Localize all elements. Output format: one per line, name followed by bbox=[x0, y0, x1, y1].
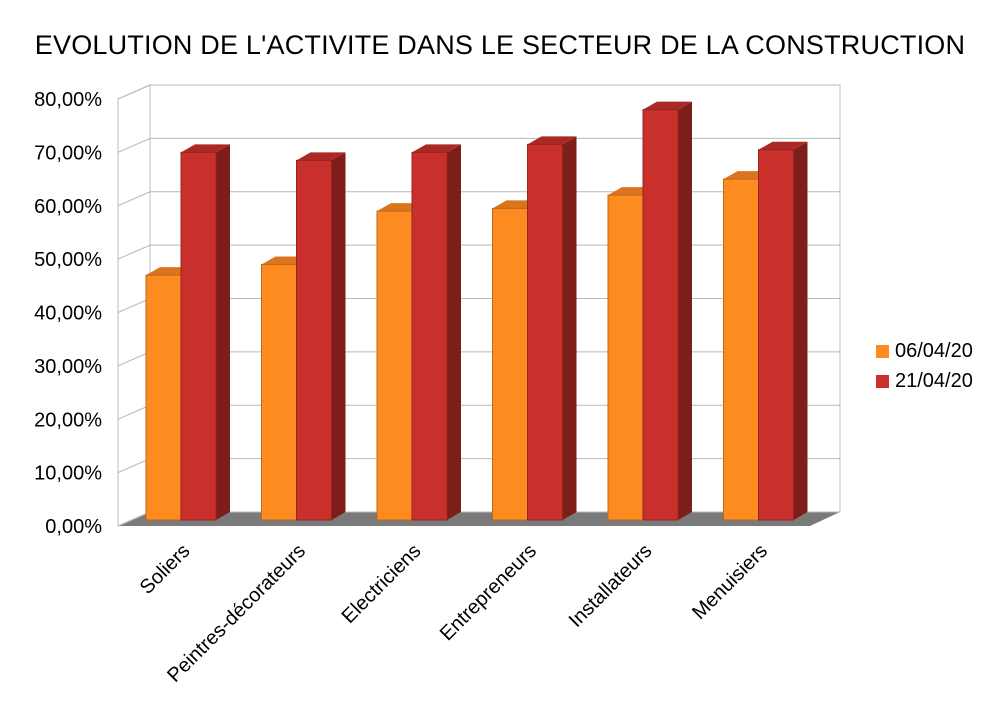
bar-side bbox=[678, 101, 692, 521]
bar-side bbox=[331, 152, 346, 520]
legend-item-series-2: 21/04/20 bbox=[876, 366, 973, 396]
bar bbox=[296, 159, 332, 521]
x-tick-label: Menuisiers bbox=[688, 540, 772, 624]
gridline-side bbox=[117, 191, 151, 207]
y-tick-label: 60,00% bbox=[34, 196, 102, 218]
bar bbox=[527, 143, 563, 521]
bar bbox=[607, 194, 644, 521]
y-tick-label: 20,00% bbox=[34, 409, 102, 431]
bar bbox=[642, 109, 679, 521]
chart-title: EVOLUTION DE L'ACTIVITE DANS LE SECTEUR … bbox=[34, 30, 966, 60]
bar-top bbox=[758, 141, 808, 150]
y-tick-label: 30,00% bbox=[34, 356, 102, 378]
bar bbox=[145, 274, 182, 521]
bar bbox=[758, 149, 794, 521]
y-tick-label: 40,00% bbox=[34, 303, 102, 325]
gridline-side bbox=[117, 137, 151, 153]
x-tick-label: Installateurs bbox=[565, 540, 657, 632]
y-tick-label: 80,00% bbox=[34, 89, 102, 111]
x-tick-label: Electriciens bbox=[338, 540, 426, 628]
gridline-side bbox=[117, 458, 151, 474]
y-tick-label: 70,00% bbox=[34, 142, 102, 164]
x-tick-label: Soliers bbox=[136, 540, 195, 599]
bar bbox=[261, 263, 297, 521]
bar-side bbox=[216, 144, 230, 520]
bar bbox=[180, 151, 217, 521]
bar-top bbox=[643, 101, 692, 110]
legend-label-series-2: 21/04/20 bbox=[895, 369, 973, 392]
y-tick-label: 0,00% bbox=[45, 516, 102, 538]
bar-side bbox=[562, 136, 577, 520]
y-tick-label: 10,00% bbox=[34, 463, 102, 485]
gridline-side bbox=[117, 298, 151, 313]
y-tick-label: 50,00% bbox=[34, 249, 102, 271]
bar-top bbox=[181, 144, 230, 153]
bar bbox=[411, 151, 448, 521]
bar-side bbox=[447, 144, 461, 520]
legend-swatch-series-2 bbox=[876, 374, 889, 388]
gridline-side bbox=[117, 244, 151, 260]
bar-top bbox=[296, 152, 346, 161]
bar bbox=[376, 210, 413, 521]
x-tick-label: Entrepreneurs bbox=[436, 540, 541, 645]
chart-legend: 06/04/20 21/04/20 bbox=[876, 336, 973, 396]
bar-side bbox=[793, 141, 808, 521]
legend-swatch-series-1 bbox=[876, 344, 889, 358]
bar bbox=[723, 178, 759, 521]
gridline-side bbox=[117, 84, 151, 100]
legend-label-series-1: 06/04/20 bbox=[895, 339, 973, 362]
gridline-side bbox=[117, 404, 151, 420]
gridline-side bbox=[117, 511, 151, 527]
bar bbox=[492, 207, 528, 521]
gridline-side bbox=[117, 351, 151, 367]
bar-top bbox=[527, 136, 577, 145]
bar-top bbox=[412, 144, 461, 153]
legend-item-series-1: 06/04/20 bbox=[876, 336, 973, 366]
